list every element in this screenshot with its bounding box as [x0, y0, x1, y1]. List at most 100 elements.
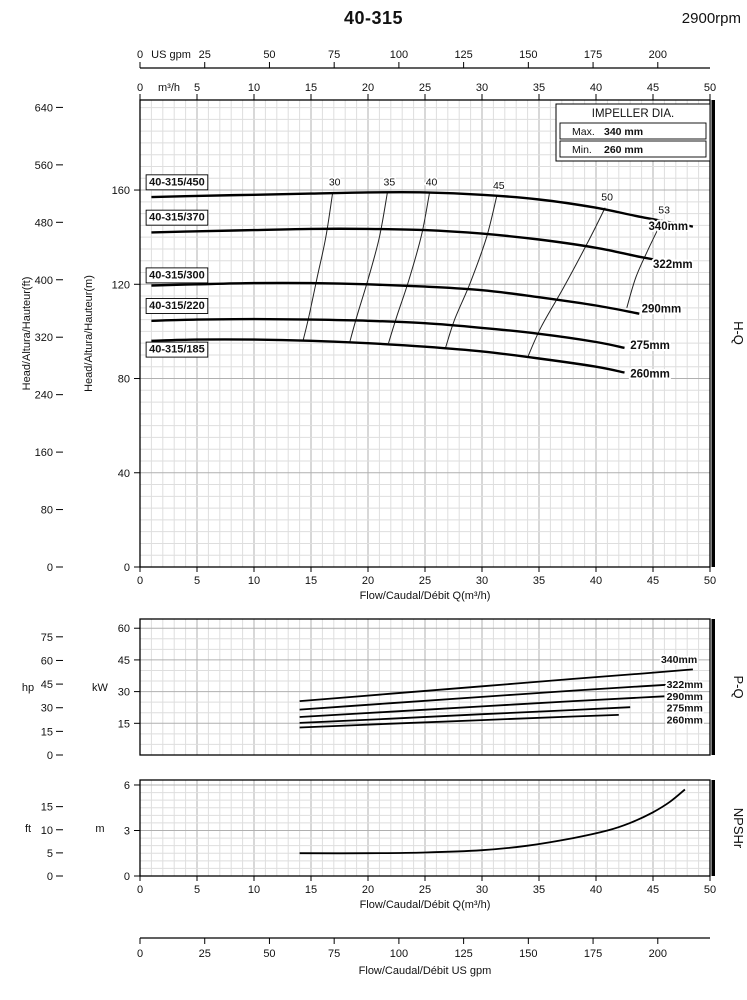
hq-ft-tick-label: 560 — [35, 160, 53, 172]
hq-x-tick-label: 25 — [419, 575, 431, 587]
hq-x-tick-label: 5 — [194, 575, 200, 587]
hq-right-bar — [711, 100, 715, 567]
hq-ft-tick-label: 400 — [35, 275, 53, 287]
hq-efficiency-label-50: 50 — [601, 192, 613, 204]
hq-efficiency-line-53 — [626, 220, 663, 308]
npsh-x-tick-label: 30 — [476, 884, 488, 896]
top-gpm-axis-label: US gpm — [151, 49, 191, 61]
pq-frame — [139, 618, 711, 756]
top-m3h-tick-label: 20 — [362, 82, 374, 94]
npsh-curve-npshr — [299, 788, 686, 855]
npsh-m-axis-label: m — [95, 823, 104, 835]
pq-curve-290mm — [299, 695, 665, 718]
npsh-x-tick-label: 5 — [194, 884, 200, 896]
npsh-grid — [139, 780, 711, 877]
top-m3h-tick-label: 0 — [137, 82, 143, 94]
top-m3h-tick-label: 25 — [419, 82, 431, 94]
legend-title: IMPELLER DIA. — [592, 108, 674, 120]
hq-efficiency-line-40 — [388, 192, 431, 344]
hq-model-label-40-315-220: 40-315/220 — [149, 300, 205, 312]
hq-x-tick-label: 0 — [137, 575, 143, 587]
legend-row-label: Max. — [572, 126, 595, 138]
hq-impeller-label-275mm: 275mm — [630, 340, 670, 352]
hq-curve-40-315-220 — [151, 317, 625, 350]
pq-kw-tick-label: 15 — [118, 718, 130, 730]
hq-model-label-40-315-185-box — [145, 341, 209, 358]
npsh-ft-tick-label: 0 — [47, 871, 53, 883]
top-gpm-tick-label: 175 — [584, 49, 602, 61]
legend-row-box — [559, 122, 707, 140]
hq-efficiency-line-50 — [527, 207, 606, 358]
hq-m-tick-label: 120 — [112, 279, 130, 291]
top-gpm-tick-label: 0 — [137, 49, 143, 61]
pq-hp-tick-label: 75 — [41, 632, 53, 644]
hq-impeller-label-260mm: 260mm — [630, 368, 670, 380]
pq-curve-322mm — [299, 682, 693, 711]
top-m3h-tick-label: 15 — [305, 82, 317, 94]
hq-model-label-40-315-370-box — [145, 209, 209, 226]
hq-ft-tick-label: 160 — [35, 447, 53, 459]
hq-impeller-label-322mm: 322mm — [653, 259, 693, 271]
hq-x-tick-label: 15 — [305, 575, 317, 587]
hq-model-label-40-315-450: 40-315/450 — [149, 176, 205, 188]
hq-m-tick-label: 160 — [112, 185, 130, 197]
pq-hp-axis-label: hp — [22, 682, 34, 694]
pq-kw-tick-label: 45 — [118, 655, 130, 667]
page-title: 40-315 — [343, 8, 404, 28]
hq-x-tick-label: 10 — [248, 575, 260, 587]
bottom-gpm-tick-label: 0 — [137, 948, 143, 960]
pq-hp-tick-label: 45 — [41, 679, 53, 691]
pq-power-label-340mm: 340mm — [661, 654, 697, 666]
hq-model-label-40-315-450-box — [145, 174, 209, 191]
pq-power-label-290mm: 290mm — [667, 691, 703, 703]
legend-row-value: 260 mm — [604, 144, 643, 156]
hq-x-tick-label: 45 — [647, 575, 659, 587]
hq-x-tick-label: 35 — [533, 575, 545, 587]
rpm-label: 2900rpm — [681, 10, 741, 27]
bottom-gpm-axis-label: Flow/Caudal/Débit US gpm — [359, 965, 492, 977]
npsh-x-tick-label: 50 — [704, 884, 716, 896]
side-label-npshr: NPSHr — [731, 808, 746, 849]
top-m3h-tick-label: 40 — [590, 82, 602, 94]
hq-x-tick-label: 20 — [362, 575, 374, 587]
pq-right-bar — [711, 619, 715, 755]
top-gpm-tick-label: 200 — [649, 49, 667, 61]
bottom-gpm-tick-label: 175 — [584, 948, 602, 960]
npsh-right-bar — [711, 780, 715, 876]
npsh-m-tick-label: 6 — [124, 780, 130, 792]
hq-x-tick-label: 30 — [476, 575, 488, 587]
pq-kw-axis-label: kW — [92, 682, 109, 694]
top-m3h-tick-label: 5 — [194, 82, 200, 94]
hq-efficiency-label-30: 30 — [329, 176, 341, 188]
pq-hp-tick-label: 30 — [41, 703, 53, 715]
npsh-m-tick-label: 3 — [124, 825, 130, 837]
hq-efficiency-label-45: 45 — [493, 180, 505, 192]
hq-efficiency-label-53: 53 — [658, 205, 670, 217]
legend-row-label: Min. — [572, 144, 592, 156]
hq-x-axis-label: Flow/Caudal/Débit Q(m³/h) — [360, 590, 491, 602]
top-gpm-tick-label: 150 — [519, 49, 537, 61]
pq-curve-340mm — [299, 668, 693, 702]
npsh-ft-tick-label: 5 — [47, 848, 53, 860]
hq-model-label-40-315-185: 40-315/185 — [149, 344, 205, 356]
pq-curve-260mm — [299, 714, 619, 729]
hq-ft-tick-label: 320 — [35, 332, 53, 344]
hq-x-tick-label: 50 — [704, 575, 716, 587]
hq-model-label-40-315-300-box — [145, 267, 209, 284]
top-gpm-tick-label: 50 — [263, 49, 275, 61]
pq-power-label-322mm: 322mm — [667, 679, 703, 691]
hq-ft-tick-label: 0 — [47, 562, 53, 574]
top-m3h-tick-label: 45 — [647, 82, 659, 94]
npsh-x-tick-label: 0 — [137, 884, 143, 896]
pq-hp-tick-label: 15 — [41, 726, 53, 738]
npsh-x-tick-label: 35 — [533, 884, 545, 896]
hq-model-label-40-315-370: 40-315/370 — [149, 212, 205, 224]
pq-power-label-260mm: 260mm — [667, 714, 703, 726]
hq-curve-40-315-450 — [151, 190, 694, 228]
top-m3h-tick-label: 35 — [533, 82, 545, 94]
hq-m-tick-label: 40 — [118, 468, 130, 480]
hq-curve-40-315-185 — [151, 338, 625, 374]
top-gpm-tick-label: 125 — [454, 49, 472, 61]
